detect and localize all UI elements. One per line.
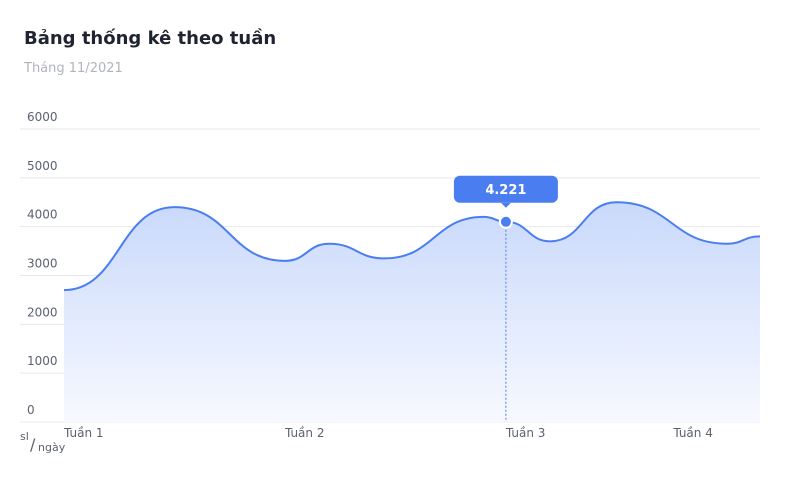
- y-tick-label: 3000: [27, 257, 58, 271]
- y-tick-label: 4000: [27, 208, 58, 222]
- y-tick-label: 1000: [27, 354, 58, 368]
- y-tick-label: 0: [27, 403, 35, 417]
- x-tick-label: Tuần 1: [63, 426, 104, 440]
- chart-title: Bảng thống kê theo tuần: [24, 28, 277, 49]
- y-tick-label: 6000: [27, 110, 58, 124]
- highlight-point: [500, 216, 511, 227]
- unit-denominator: ngày: [38, 441, 66, 454]
- x-tick-label: Tuần 2: [284, 426, 325, 440]
- tooltip-arrow: [500, 202, 511, 208]
- x-tick-label: Tuần 3: [505, 426, 546, 440]
- y-tick-label: 5000: [27, 159, 58, 173]
- unit-numerator: sl: [20, 430, 29, 443]
- y-tick-label: 2000: [27, 305, 58, 319]
- series-area: [64, 202, 760, 422]
- x-tick-label: Tuần 4: [672, 426, 713, 440]
- tooltip-value: 4.221: [485, 183, 526, 198]
- series-line: [63, 201, 761, 292]
- chart-subtitle: Tháng 11/2021: [24, 61, 123, 76]
- tooltip-box: [453, 175, 558, 203]
- unit-separator: /: [30, 435, 36, 454]
